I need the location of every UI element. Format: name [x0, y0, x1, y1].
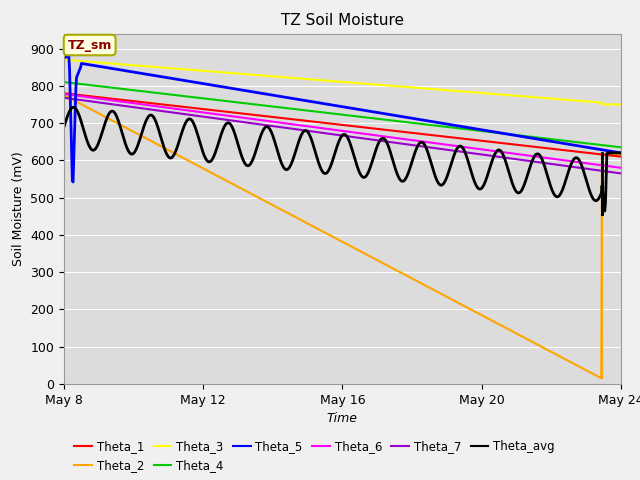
Theta_3	[598, 102, 606, 108]
Theta_avg	[415, 141, 423, 146]
Theta_2	[398, 270, 406, 276]
Line: Theta_3: Theta_3	[64, 60, 621, 105]
Theta_4	[415, 121, 422, 127]
Theta_3	[60, 57, 68, 62]
Theta_3	[617, 102, 625, 108]
Theta_6	[415, 138, 422, 144]
Theta_7	[60, 95, 68, 101]
Theta_7	[383, 139, 391, 144]
Theta_1	[383, 127, 391, 133]
Theta_avg	[384, 143, 392, 148]
Theta_4	[94, 83, 102, 89]
Text: TZ_sm: TZ_sm	[67, 38, 112, 51]
Theta_3	[415, 85, 422, 91]
Theta_3	[383, 83, 391, 88]
Theta_6	[94, 96, 102, 101]
Theta_4	[483, 129, 490, 134]
Theta_3	[94, 60, 102, 65]
Theta_4	[60, 79, 68, 85]
Theta_2	[598, 375, 605, 381]
Theta_2	[415, 279, 422, 285]
Line: Theta_avg: Theta_avg	[64, 107, 621, 211]
Theta_2	[483, 315, 490, 321]
Theta_7	[617, 170, 625, 176]
Title: TZ Soil Moisture: TZ Soil Moisture	[281, 13, 404, 28]
Theta_2	[383, 263, 391, 268]
Theta_1	[617, 154, 625, 159]
Theta_6	[540, 155, 547, 160]
X-axis label: Time: Time	[327, 412, 358, 425]
Theta_4	[540, 135, 547, 141]
Line: Theta_6: Theta_6	[64, 94, 621, 168]
Y-axis label: Soil Moisture (mV): Soil Moisture (mV)	[12, 151, 25, 266]
Line: Theta_1: Theta_1	[64, 93, 621, 156]
Theta_1	[540, 145, 547, 151]
Theta_5	[541, 137, 548, 143]
Theta_6	[483, 147, 490, 153]
Theta_7	[483, 152, 490, 158]
Theta_2	[60, 92, 68, 98]
Theta_6	[383, 134, 391, 140]
Line: Theta_2: Theta_2	[64, 95, 621, 378]
Theta_2	[94, 110, 102, 116]
Theta_avg	[95, 139, 102, 145]
Theta_3	[398, 84, 406, 90]
Theta_4	[617, 144, 625, 150]
Line: Theta_5: Theta_5	[64, 56, 621, 182]
Theta_3	[483, 91, 490, 96]
Theta_1	[415, 131, 422, 136]
Theta_5	[399, 114, 407, 120]
Theta_2	[540, 345, 547, 350]
Theta_avg	[540, 162, 548, 168]
Theta_avg	[617, 150, 625, 156]
Theta_avg	[483, 174, 491, 180]
Theta_2	[617, 152, 625, 157]
Theta_6	[617, 165, 625, 171]
Theta_5	[385, 111, 392, 117]
Theta_6	[398, 136, 406, 142]
Theta_5	[69, 179, 77, 185]
Theta_5	[65, 53, 73, 59]
Theta_avg	[60, 124, 68, 130]
Theta_4	[398, 119, 406, 124]
Theta_5	[96, 63, 104, 69]
Line: Theta_4: Theta_4	[64, 82, 621, 147]
Theta_avg	[399, 179, 406, 184]
Theta_7	[398, 141, 406, 146]
Legend: Theta_1, Theta_2, Theta_3, Theta_4, Theta_5, Theta_6, Theta_7, Theta_avg: Theta_1, Theta_2, Theta_3, Theta_4, Thet…	[70, 435, 559, 477]
Theta_avg	[601, 208, 609, 214]
Theta_5	[416, 117, 424, 122]
Theta_7	[540, 160, 547, 166]
Theta_1	[483, 138, 490, 144]
Theta_5	[484, 128, 492, 134]
Theta_7	[94, 99, 102, 105]
Theta_6	[60, 91, 68, 97]
Theta_1	[398, 129, 406, 134]
Line: Theta_7: Theta_7	[64, 98, 621, 173]
Theta_4	[383, 117, 391, 123]
Theta_5	[60, 55, 68, 60]
Theta_1	[94, 94, 102, 100]
Theta_5	[617, 150, 625, 156]
Theta_avg	[70, 104, 77, 110]
Theta_3	[540, 95, 547, 101]
Theta_1	[60, 90, 68, 96]
Theta_7	[415, 143, 422, 149]
